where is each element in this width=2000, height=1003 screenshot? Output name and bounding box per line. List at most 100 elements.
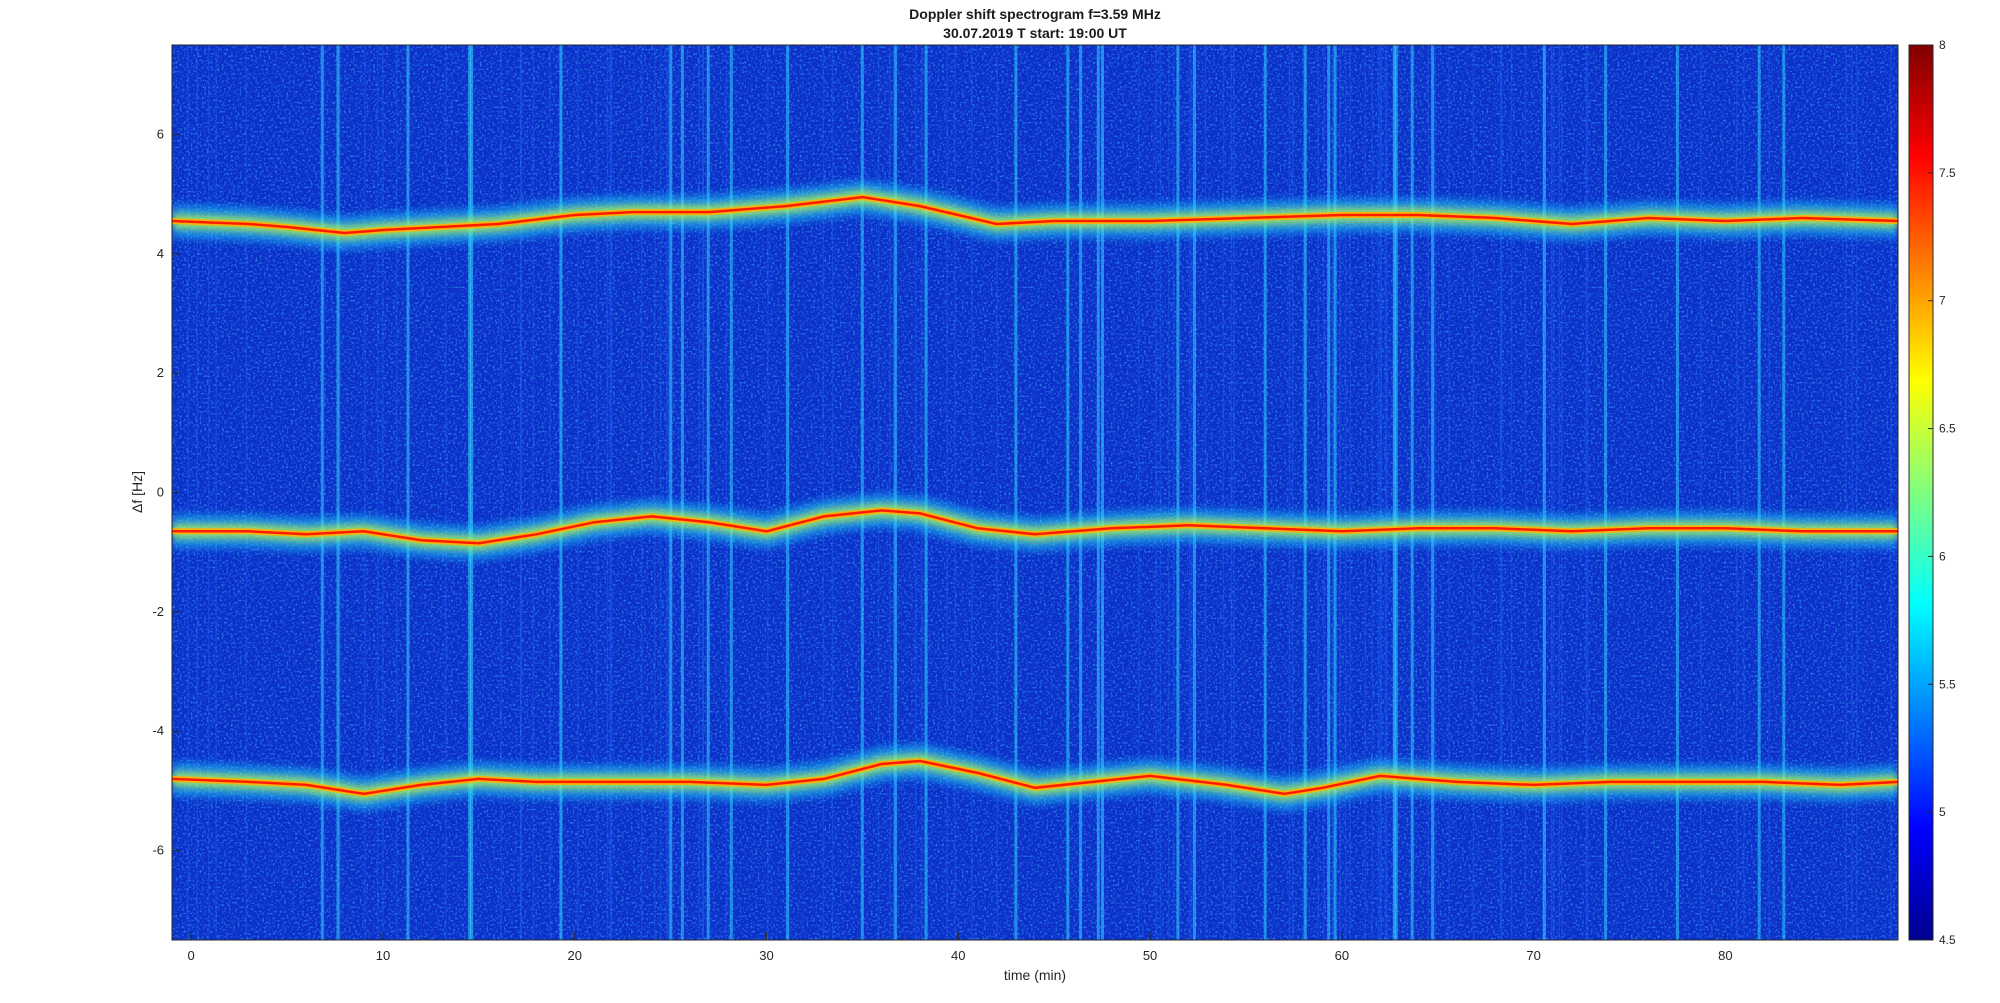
interference-streak xyxy=(382,45,384,940)
y-tick-label: -4 xyxy=(152,723,164,738)
interference-streak xyxy=(1176,45,1180,940)
interference-streak xyxy=(187,45,189,940)
trace-line-2 xyxy=(172,509,1898,545)
y-tick-label: -2 xyxy=(152,604,164,619)
interference-streak xyxy=(893,45,897,940)
interference-streak xyxy=(1172,45,1175,940)
interference-streak xyxy=(1384,45,1387,940)
colorbar-tick-label: 7.5 xyxy=(1939,166,1956,180)
interference-streak xyxy=(595,45,598,940)
y-tick-label: 4 xyxy=(157,246,164,261)
interference-streak xyxy=(577,45,579,940)
chart-title: Doppler shift spectrogram f=3.59 MHz xyxy=(909,6,1161,22)
interference-streak xyxy=(1757,45,1761,940)
colorbar-ticks: 4.5 5 5.5 6 6.5 7 7.5 8 xyxy=(1928,38,1956,947)
interference-streak xyxy=(1379,45,1382,940)
interference-streak xyxy=(1410,45,1414,940)
x-tick-label: 10 xyxy=(376,948,390,963)
interference-streak xyxy=(245,45,248,940)
interference-streak xyxy=(395,45,398,940)
colorbar-tick-label: 6.5 xyxy=(1939,422,1956,436)
interference-streak xyxy=(376,45,379,940)
chart-subtitle: 30.07.2019 T start: 19:00 UT xyxy=(943,25,1127,41)
x-tick-label: 40 xyxy=(951,948,965,963)
interference-streak xyxy=(1700,45,1702,940)
trace-line-3 xyxy=(172,759,1898,796)
interference-streak xyxy=(893,45,895,940)
interference-streak xyxy=(1604,45,1608,940)
interference-streak xyxy=(1344,45,1347,940)
interference-streak xyxy=(702,45,704,940)
interference-streak xyxy=(207,45,210,940)
interference-streak xyxy=(532,45,535,940)
interference-streak xyxy=(1079,45,1083,940)
interference-streak xyxy=(680,45,684,940)
interference-streak xyxy=(725,45,728,940)
interference-streak xyxy=(1851,45,1853,940)
interference-streak xyxy=(1159,45,1162,940)
interference-streak xyxy=(654,45,656,940)
interference-streak xyxy=(1427,45,1430,940)
interference-streak xyxy=(609,45,612,940)
interference-streak xyxy=(1386,45,1388,940)
interference-streak xyxy=(1096,45,1100,940)
colorbar-tick-label: 6 xyxy=(1939,549,1946,563)
interference-streak xyxy=(640,45,643,940)
interference-streak xyxy=(668,45,670,940)
interference-streak xyxy=(1768,45,1770,940)
interference-streak xyxy=(1560,45,1563,940)
interference-streak xyxy=(1845,45,1847,940)
interference-streak xyxy=(549,45,551,940)
interference-streak xyxy=(946,45,948,940)
interference-streak xyxy=(1890,45,1892,940)
interference-streak xyxy=(1191,45,1193,940)
interference-streak xyxy=(610,45,613,940)
vertical-interference-streaks xyxy=(187,45,1892,940)
y-tick-label: 2 xyxy=(157,365,164,380)
interference-streak xyxy=(1586,45,1589,940)
y-tick-label: 6 xyxy=(157,127,164,142)
colorbar-tick-label: 7 xyxy=(1939,294,1946,308)
interference-streak xyxy=(406,45,410,940)
interference-streak xyxy=(831,45,834,940)
interference-streak xyxy=(1317,45,1319,940)
interference-streak xyxy=(1263,45,1267,940)
interference-streak xyxy=(1524,45,1527,940)
interference-streak xyxy=(1448,45,1450,940)
interference-streak xyxy=(1856,45,1858,940)
interference-streak xyxy=(1675,45,1679,940)
x-tick-label: 80 xyxy=(1718,948,1732,963)
interference-streak xyxy=(920,45,923,940)
interference-streak xyxy=(786,45,790,940)
colorbar-tick-label: 4.5 xyxy=(1939,933,1956,947)
interference-streak xyxy=(1510,45,1513,940)
interference-streak xyxy=(1558,45,1560,940)
interference-streak xyxy=(606,45,609,940)
interference-streak xyxy=(1782,45,1786,940)
colorbar-tick-label: 8 xyxy=(1939,38,1946,52)
interference-streak xyxy=(1292,45,1294,940)
interference-streak xyxy=(1472,45,1475,940)
interference-streak xyxy=(971,45,973,940)
interference-streak xyxy=(1167,45,1170,940)
interference-streak xyxy=(1288,45,1291,940)
interference-streak xyxy=(470,45,474,940)
interference-streak xyxy=(323,45,325,940)
interference-streak xyxy=(364,45,366,940)
interference-streak xyxy=(1552,45,1555,940)
interference-streak xyxy=(1500,45,1503,940)
colorbar-tick-label: 5 xyxy=(1939,805,1946,819)
interference-streak xyxy=(822,45,825,940)
x-tick-label: 0 xyxy=(188,948,195,963)
interference-streak xyxy=(1392,45,1396,940)
interference-streak xyxy=(1302,45,1305,940)
interference-streak xyxy=(1339,45,1341,940)
interference-streak xyxy=(1331,45,1334,940)
interference-streak xyxy=(1377,45,1380,940)
interference-streak xyxy=(320,45,324,940)
colorbar-tick-label: 5.5 xyxy=(1939,677,1956,691)
interference-streak xyxy=(1349,45,1351,940)
interference-streak xyxy=(659,45,662,940)
interference-streak xyxy=(336,45,340,940)
